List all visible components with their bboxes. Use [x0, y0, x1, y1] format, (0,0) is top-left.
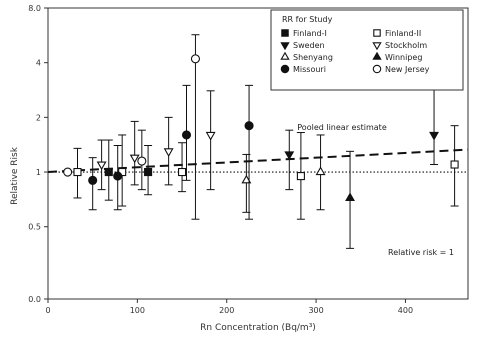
point-marker: [372, 64, 382, 74]
legend-label: New Jersey: [385, 65, 430, 74]
data-point: [205, 90, 216, 191]
data-point: [63, 167, 73, 177]
legend-entry: Missouri: [280, 64, 326, 74]
point-marker: [281, 29, 289, 37]
point-marker: [284, 151, 295, 161]
legend-label: Finland-I: [293, 29, 327, 38]
x-tick-label: 0: [45, 306, 50, 315]
data-point: [104, 139, 113, 201]
point-marker: [205, 131, 216, 141]
y-tick-label: 0.0: [28, 295, 41, 304]
point-marker: [190, 54, 200, 64]
point-marker: [315, 166, 326, 176]
point-marker: [96, 161, 107, 171]
legend: RR for Study Finland-I Finland-II Sweden St…: [270, 9, 464, 91]
point-marker: [144, 167, 153, 177]
legend-label: Finland-II: [385, 29, 421, 38]
point-marker: [63, 167, 73, 177]
data-point: [181, 84, 192, 181]
data-point: [163, 116, 174, 186]
legend-entry: Winnipeg: [372, 51, 422, 62]
point-marker: [345, 192, 355, 202]
point-marker: [181, 130, 192, 140]
legend-entry: Stockholm: [372, 41, 427, 51]
legend-entry: Finland-II: [373, 29, 421, 38]
point-marker: [280, 42, 290, 51]
point-marker: [450, 160, 459, 169]
data-point: [190, 34, 200, 220]
tick-layer: 0 100 200 300 400 0.0 0.5 1 2 4 8.0: [28, 4, 413, 315]
point-marker: [137, 156, 147, 166]
plot-frame: [47, 7, 469, 300]
x-tick-label: 200: [219, 306, 234, 315]
point-marker: [244, 121, 254, 131]
point-marker: [163, 148, 174, 157]
y-tick-label: 0.5: [28, 223, 41, 232]
point-marker: [177, 167, 187, 177]
x-axis-title: Rn Concentration (Bq/m³): [200, 323, 316, 333]
data-point: [244, 84, 254, 220]
point-marker: [104, 167, 113, 177]
legend-entries: Finland-I Finland-II Sweden Stockholm Shenya…: [280, 29, 430, 74]
data-point: [241, 153, 252, 213]
data-point: [450, 125, 459, 207]
y-tick-label: 4: [36, 59, 41, 68]
data-point: [73, 147, 82, 199]
legend-entry: New Jersey: [372, 64, 430, 74]
legend-entry: Shenyang: [280, 51, 333, 62]
point-marker: [373, 29, 381, 37]
y-axis-title: Relative Risk: [10, 146, 20, 205]
data-point: [345, 150, 355, 249]
data-point: [429, 87, 439, 166]
legend-entry: Finland-I: [281, 29, 327, 38]
point-marker: [372, 51, 382, 60]
point-marker: [113, 171, 123, 181]
legend-label: Shenyang: [293, 53, 333, 62]
legend-box: [270, 9, 464, 91]
legend-title: RR for Study: [282, 15, 333, 24]
data-point: [177, 142, 187, 193]
legend-label: Missouri: [293, 65, 326, 74]
point-marker: [73, 167, 82, 177]
data-point: [284, 129, 295, 191]
x-tick-label: 300: [308, 306, 323, 315]
data-points: [63, 34, 459, 249]
point-marker: [372, 42, 382, 51]
data-point: [137, 129, 147, 191]
legend-label: Stockholm: [385, 41, 427, 50]
y-tick-label: 8.0: [28, 4, 41, 13]
point-marker: [129, 154, 140, 164]
annotation-relative-risk-1: Relative risk = 1: [388, 248, 454, 257]
data-point: [315, 134, 326, 211]
point-marker: [280, 64, 290, 74]
legend-entry: Sweden: [280, 41, 325, 51]
y-tick-label: 2: [36, 113, 41, 122]
legend-label: Sweden: [293, 41, 325, 50]
data-point: [113, 144, 123, 211]
y-tick-label: 1: [36, 168, 41, 177]
legend-label: Winnipeg: [385, 53, 422, 62]
data-point: [129, 120, 140, 186]
data-point: [144, 144, 153, 196]
data-point: [88, 157, 98, 211]
x-tick-label: 400: [398, 306, 413, 315]
point-marker: [88, 175, 98, 185]
x-tick-label: 100: [130, 306, 145, 315]
annotation-pooled-estimate: Pooled linear estimate: [297, 123, 387, 132]
data-point: [296, 132, 305, 220]
point-marker: [429, 131, 439, 141]
point-marker: [241, 174, 252, 184]
data-point: [96, 139, 107, 191]
point-marker: [280, 51, 290, 60]
point-marker: [296, 172, 305, 181]
